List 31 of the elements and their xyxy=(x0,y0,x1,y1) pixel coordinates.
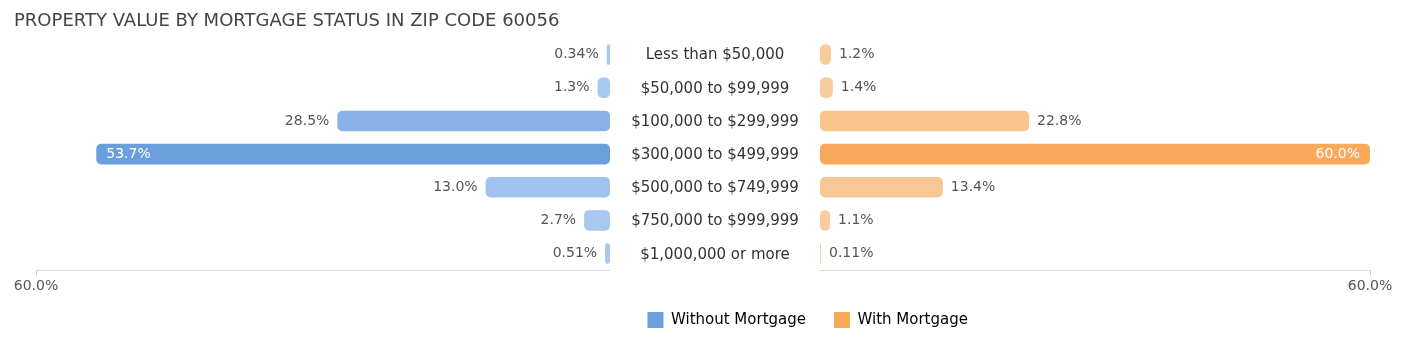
y-tick-label: $500,000 to $749,999 xyxy=(631,178,799,197)
y-tick-label: $1,000,000 or more xyxy=(640,244,790,263)
bar xyxy=(96,143,610,165)
data-label: 1.1% xyxy=(838,211,874,228)
bar xyxy=(337,110,610,132)
data-label: 13.0% xyxy=(433,177,478,194)
data-label: 13.4% xyxy=(950,177,996,194)
y-tick-label: $100,000 to $299,999 xyxy=(631,111,799,130)
data-label: 1.2% xyxy=(839,45,875,62)
data-label: 53.7% xyxy=(106,144,151,161)
data-label: 1.4% xyxy=(840,78,877,95)
data-label: 0.51% xyxy=(552,244,598,261)
bar xyxy=(584,210,610,231)
data-label: 22.8% xyxy=(1037,111,1082,128)
y-tick-label: $50,000 to $99,999 xyxy=(640,78,790,97)
bar xyxy=(820,143,1370,165)
bar xyxy=(820,110,1029,132)
bar xyxy=(820,176,943,198)
data-label: 60.0% xyxy=(1315,144,1360,161)
y-tick-label: $300,000 to $499,999 xyxy=(631,144,799,163)
data-label: 1.3% xyxy=(553,78,590,95)
legend-label: Without Mortgage xyxy=(670,309,807,328)
chart-title: PROPERTY VALUE BY MORTGAGE STATUS IN ZIP CODE 60056 xyxy=(13,8,561,32)
data-label: 2.7% xyxy=(540,211,577,228)
data-label: 0.34% xyxy=(554,45,599,62)
data-label: 28.5% xyxy=(284,111,330,128)
data-label: 0.11% xyxy=(829,244,874,261)
y-tick-label: Less than $50,000 xyxy=(645,45,785,64)
y-tick-label: $750,000 to $999,999 xyxy=(631,211,799,230)
legend-label: With Mortgage xyxy=(857,309,968,328)
bar xyxy=(485,176,610,198)
